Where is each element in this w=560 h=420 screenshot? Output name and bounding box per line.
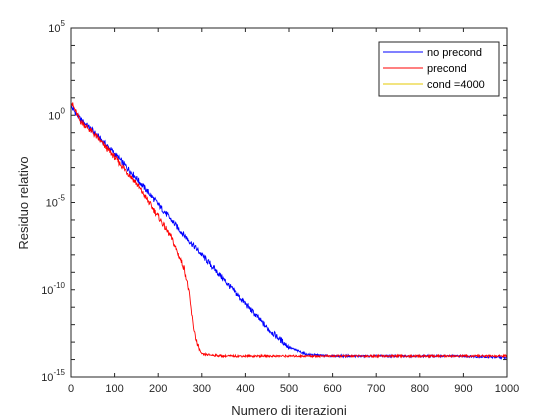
y-tick-label: 10-10 — [41, 281, 65, 297]
y-tick-label-exponent: -5 — [58, 194, 66, 203]
y-tick-label: 10-15 — [41, 368, 65, 384]
legend-box — [378, 41, 500, 97]
x-tick-label: 400 — [236, 383, 254, 395]
x-tick-label: 1000 — [495, 383, 519, 395]
y-tick-label-base: 10 — [46, 198, 58, 210]
y-tick-label-exponent: -15 — [53, 368, 65, 377]
series-line-2 — [70, 102, 508, 359]
x-tick-label: 800 — [411, 383, 429, 395]
x-tick-label: 0 — [68, 383, 74, 395]
legend: no precond precond cond =4000 — [378, 41, 500, 97]
plot-lines — [70, 102, 508, 361]
y-tick-label: 105 — [48, 19, 65, 35]
y-tick-label-base: 10 — [41, 285, 53, 297]
x-tick-label: 900 — [454, 383, 472, 395]
y-tick-label-base: 10 — [41, 372, 53, 384]
x-tick-label: 500 — [280, 383, 298, 395]
y-axis-label: Residuo relativo — [16, 156, 31, 249]
legend-label: precond — [427, 63, 467, 75]
x-tick-label: 300 — [193, 383, 211, 395]
y-tick-label-exponent: -10 — [53, 281, 65, 290]
y-tick-label-base: 10 — [48, 110, 60, 122]
y-tick-label-exponent: 0 — [61, 106, 66, 115]
legend-label: no precond — [427, 47, 482, 59]
x-tick-label: 600 — [323, 383, 341, 395]
x-tick-label: 100 — [105, 383, 123, 395]
y-tick-label-exponent: 5 — [61, 19, 66, 28]
legend-label: cond =4000 — [427, 79, 485, 91]
y-tick-label: 100 — [48, 106, 65, 122]
x-axis-label: Numero di iterazioni — [231, 403, 347, 418]
x-tick-label: 700 — [367, 383, 385, 395]
y-tick-label: 10-5 — [46, 194, 66, 210]
x-tick-label: 200 — [149, 383, 167, 395]
y-tick-label-base: 10 — [48, 23, 60, 35]
x-axis-ticks: 0 100 200 300 400 500 600 700 800 900 1000 — [68, 28, 519, 395]
